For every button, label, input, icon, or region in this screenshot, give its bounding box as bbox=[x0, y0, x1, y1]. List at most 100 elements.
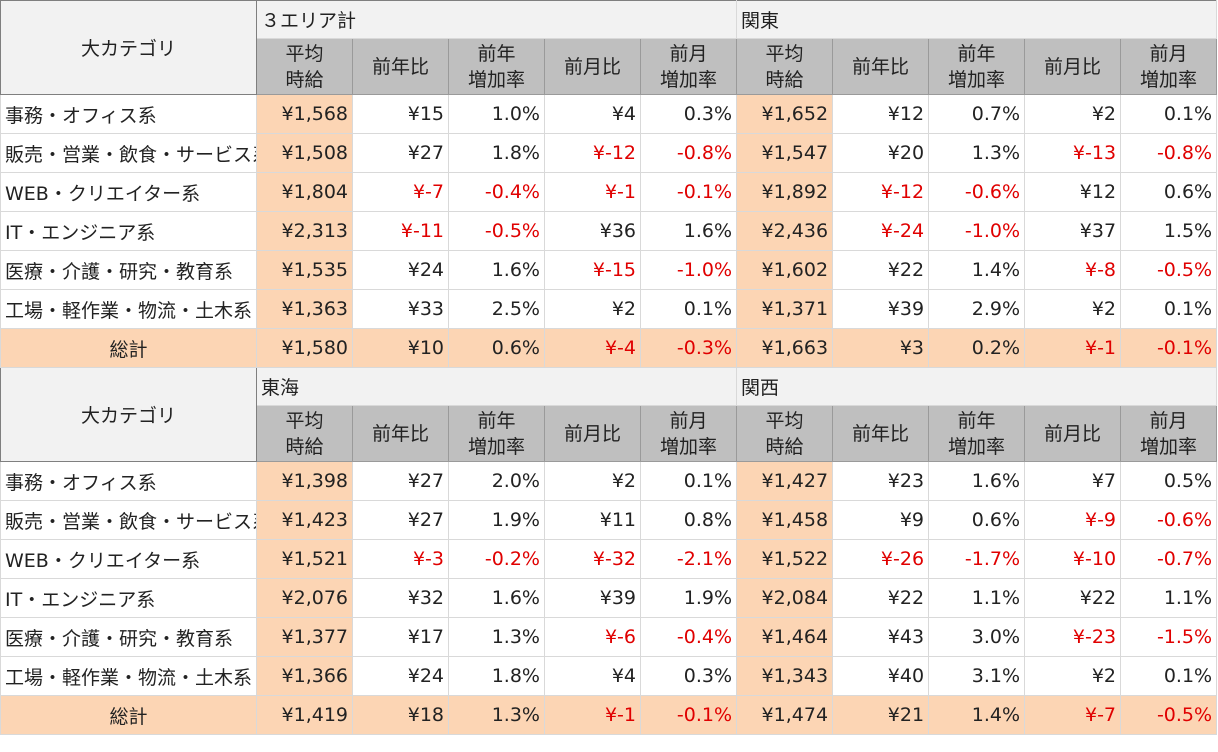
column-header: 前月 増加率 bbox=[639, 405, 738, 462]
table-row: 事務・オフィス系 ¥1,568 ¥15 1.0% ¥4 0.3% ¥1,652 ¥12 0.7%… bbox=[0, 94, 1218, 134]
column-header-text: 増加率 bbox=[660, 68, 718, 91]
table-cell: ¥12 bbox=[832, 94, 930, 134]
table-cell: 1.4% bbox=[928, 250, 1026, 290]
column-header: 前月比 bbox=[544, 405, 641, 462]
table-cell: -0.5% bbox=[448, 211, 545, 251]
table-cell: ¥20 bbox=[832, 133, 930, 173]
table-cell: ¥1,804 bbox=[256, 172, 353, 212]
table-cell: ¥1,363 bbox=[256, 289, 353, 329]
table-cell: ¥27 bbox=[352, 500, 449, 540]
row-label: WEB・クリエイター系 bbox=[0, 539, 257, 579]
row-label: 医療・介護・研究・教育系 bbox=[0, 250, 257, 290]
table-cell: ¥1,892 bbox=[736, 172, 834, 212]
table-row: WEB・クリエイター系 ¥1,521 ¥-3 -0.2% ¥-32 -2.1% ¥1,522… bbox=[0, 539, 1218, 579]
column-header-text: 前年 bbox=[477, 42, 516, 65]
column-header-text: 前月 bbox=[1149, 42, 1188, 65]
row-label: 工場・軽作業・物流・土木系 bbox=[0, 289, 257, 329]
column-header-text: 増加率 bbox=[467, 68, 525, 91]
table-cell: -0.5% bbox=[1120, 250, 1218, 290]
table-cell: 0.6% bbox=[928, 500, 1026, 540]
table-cell: ¥27 bbox=[352, 461, 449, 501]
table-cell: ¥27 bbox=[352, 133, 449, 173]
table-cell: ¥-1 bbox=[544, 172, 641, 212]
table-cell: ¥-26 bbox=[832, 539, 930, 579]
table-cell: ¥2 bbox=[544, 289, 641, 329]
total-cell: ¥1,663 bbox=[736, 328, 834, 368]
total-cell: ¥3 bbox=[832, 328, 930, 368]
table-cell: ¥-8 bbox=[1024, 250, 1122, 290]
table-cell: 1.9% bbox=[448, 500, 545, 540]
total-label: 総計 bbox=[0, 695, 257, 735]
table-cell: -0.7% bbox=[1120, 539, 1218, 579]
table-cell: ¥2,313 bbox=[256, 211, 353, 251]
table-cell: ¥1,522 bbox=[736, 539, 834, 579]
column-header-text: 平均 bbox=[285, 409, 324, 432]
table-cell: 1.6% bbox=[928, 461, 1026, 501]
table-cell: ¥-12 bbox=[544, 133, 641, 173]
total-cell: 1.4% bbox=[928, 695, 1026, 735]
table-cell: ¥22 bbox=[832, 578, 930, 618]
column-header-text: 増加率 bbox=[948, 68, 1006, 91]
total-cell: -0.3% bbox=[639, 328, 738, 368]
header-row-columns: 平均 時給 前年比 前年 増加率 前月比 前月 増加率 平均 時給 前年比 前年 増加率 前月比 前月 増加率 bbox=[1, 38, 1218, 95]
table-cell: ¥-10 bbox=[1024, 539, 1122, 579]
table-body: 大カテゴリ ３エリア計 関東 平均 時給 前年比 前年 増加率 前月比 前月 増加率 平均 時給 前年比前… bbox=[0, 0, 1218, 735]
table-cell: 0.6% bbox=[1120, 172, 1218, 212]
table-cell: 0.1% bbox=[639, 289, 738, 329]
column-header-text: 前月 bbox=[1149, 409, 1188, 432]
column-header-text: 前月比 bbox=[1044, 422, 1102, 445]
column-header: 前月比 bbox=[1024, 405, 1122, 462]
table-cell: -1.7% bbox=[928, 539, 1026, 579]
table-cell: ¥40 bbox=[832, 656, 930, 696]
column-header-text: 前月比 bbox=[1044, 55, 1102, 78]
row-label: WEB・クリエイター系 bbox=[0, 172, 257, 212]
row-label: 事務・オフィス系 bbox=[0, 94, 257, 134]
table-cell: ¥1,464 bbox=[736, 617, 834, 657]
column-header-text: 時給 bbox=[765, 68, 804, 91]
table-cell: 1.3% bbox=[928, 133, 1026, 173]
table-cell: 0.1% bbox=[639, 461, 738, 501]
table-cell: ¥1,371 bbox=[736, 289, 834, 329]
column-header-text: 増加率 bbox=[467, 435, 525, 458]
total-cell: ¥-1 bbox=[1024, 328, 1122, 368]
table-cell: ¥-23 bbox=[1024, 617, 1122, 657]
column-header-text: 前月 bbox=[669, 42, 708, 65]
column-header-text: 前年 bbox=[477, 409, 516, 432]
table-cell: ¥39 bbox=[832, 289, 930, 329]
total-cell: ¥1,474 bbox=[736, 695, 834, 735]
column-header-text: 前年 bbox=[957, 409, 996, 432]
table-cell: ¥1,652 bbox=[736, 94, 834, 134]
table-cell: ¥2 bbox=[1024, 94, 1122, 134]
table-cell: ¥4 bbox=[544, 656, 641, 696]
table-cell: 1.6% bbox=[639, 211, 738, 251]
column-header: 前月 増加率 bbox=[639, 38, 738, 95]
table-cell: 1.6% bbox=[448, 250, 545, 290]
table-cell: 0.5% bbox=[1120, 461, 1218, 501]
table-cell: ¥-15 bbox=[544, 250, 641, 290]
header-row-columns: 平均 時給 前年比 前年 増加率 前月比 前月 増加率 平均 時給 前年比 前年 増加率 前月比 前月 増加率 bbox=[1, 405, 1218, 462]
table-row: IT・エンジニア系 ¥2,076 ¥32 1.6% ¥39 1.9% ¥2,084 ¥22 1.… bbox=[0, 578, 1218, 618]
total-row: 総計 ¥1,580 ¥10 0.6% ¥-4 -0.3% ¥1,663 ¥3 0.2% ¥-1 -0… bbox=[0, 328, 1218, 368]
table-cell: 0.1% bbox=[1120, 94, 1218, 134]
table-cell: ¥1,427 bbox=[736, 461, 834, 501]
table-row: IT・エンジニア系 ¥2,313 ¥-11 -0.5% ¥36 1.6% ¥2,436 ¥-2… bbox=[0, 211, 1218, 251]
total-cell: 0.6% bbox=[448, 328, 545, 368]
table-cell: ¥2 bbox=[1024, 289, 1122, 329]
table-cell: 0.8% bbox=[639, 500, 738, 540]
table-cell: ¥-12 bbox=[832, 172, 930, 212]
row-label: IT・エンジニア系 bbox=[0, 578, 257, 618]
table-row: 工場・軽作業・物流・土木系 ¥1,363 ¥33 2.5% ¥2 0.1% ¥1,371 ¥3… bbox=[0, 289, 1218, 329]
table-cell: ¥1,602 bbox=[736, 250, 834, 290]
table-cell: ¥4 bbox=[544, 94, 641, 134]
table-cell: ¥33 bbox=[352, 289, 449, 329]
table-row: 事務・オフィス系 ¥1,398 ¥27 2.0% ¥2 0.1% ¥1,427 ¥23 1.6%… bbox=[0, 461, 1218, 501]
total-cell: 1.3% bbox=[448, 695, 545, 735]
table-cell: -0.1% bbox=[639, 172, 738, 212]
table-cell: 0.1% bbox=[1120, 289, 1218, 329]
column-header-text: 平均 bbox=[765, 409, 804, 432]
category-header: 大カテゴリ bbox=[0, 0, 257, 95]
column-header-text: 増加率 bbox=[1140, 435, 1198, 458]
table-cell: ¥-13 bbox=[1024, 133, 1122, 173]
total-row: 総計 ¥1,419 ¥18 1.3% ¥-1 -0.1% ¥1,474 ¥21 1.4% ¥-7-… bbox=[0, 695, 1218, 735]
table-cell: 1.1% bbox=[928, 578, 1026, 618]
